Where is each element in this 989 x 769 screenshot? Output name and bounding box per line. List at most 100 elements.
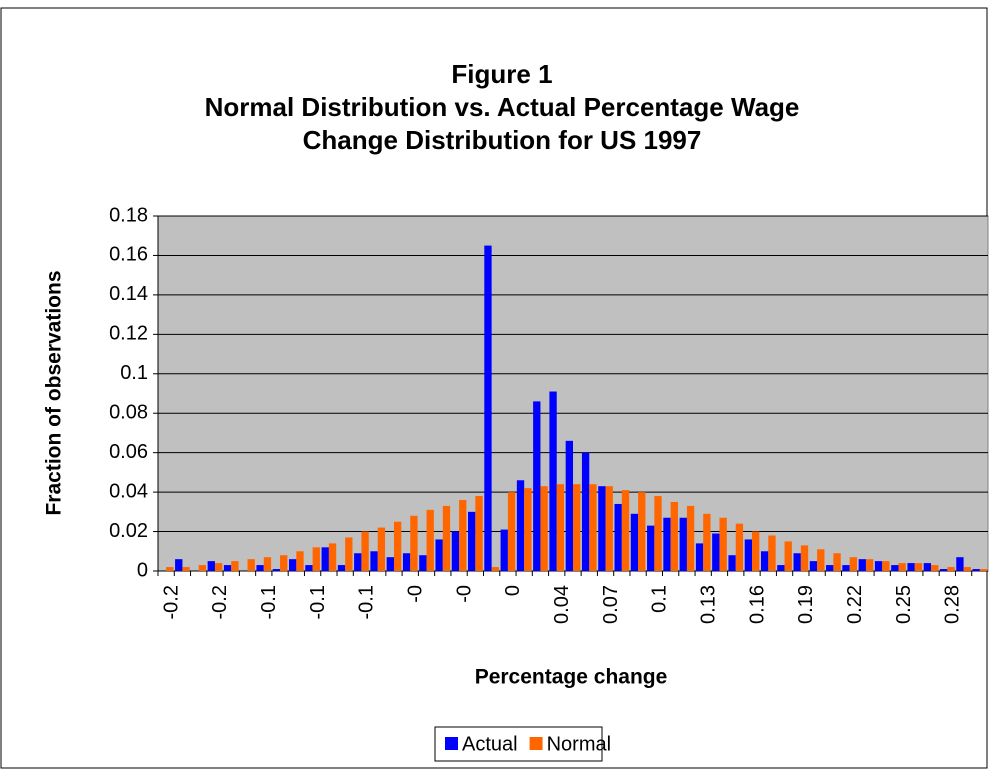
bar <box>198 565 207 571</box>
bar <box>858 559 866 571</box>
bar <box>760 551 769 571</box>
bar <box>849 557 857 571</box>
bar <box>459 500 467 571</box>
bar <box>907 563 915 571</box>
bar <box>598 486 606 571</box>
bar <box>223 565 232 571</box>
bar <box>638 492 646 571</box>
bar <box>442 505 451 571</box>
bar <box>621 490 630 571</box>
x-tick-label: 0.28 <box>942 585 964 624</box>
bar <box>923 563 932 571</box>
bar <box>361 531 369 571</box>
y-axis-title: Fraction of observations <box>43 270 66 515</box>
y-tick-label: 0.14 <box>109 283 148 305</box>
bar <box>882 561 890 571</box>
y-tick-label: 0.18 <box>109 204 148 226</box>
bar <box>377 527 386 571</box>
bar <box>589 484 597 571</box>
y-tick-label: 0.08 <box>109 402 148 424</box>
bar <box>817 549 825 571</box>
legend-box <box>434 726 603 762</box>
legend: Actual Normal <box>434 726 611 762</box>
bar <box>826 565 834 571</box>
bar <box>647 525 655 571</box>
bar <box>540 486 548 571</box>
bar <box>426 509 434 571</box>
bar <box>963 567 971 571</box>
bar <box>256 565 264 571</box>
bar <box>663 517 671 571</box>
bar <box>679 517 687 571</box>
bar <box>182 567 190 571</box>
bar <box>435 539 443 571</box>
chart-title: Figure 1 <box>451 59 552 89</box>
bar <box>719 517 727 571</box>
y-tick-label: 0.02 <box>109 520 148 542</box>
x-tick-label: 0.16 <box>746 585 768 624</box>
bar <box>272 569 281 571</box>
bar <box>842 565 850 571</box>
bar <box>744 539 753 571</box>
bar <box>768 535 776 571</box>
bar <box>533 401 541 571</box>
bar <box>573 484 581 571</box>
bar <box>630 513 639 571</box>
bar <box>468 511 476 571</box>
bar <box>833 553 841 571</box>
bar <box>296 551 304 571</box>
bar <box>345 537 353 571</box>
bar <box>263 557 272 571</box>
legend-label: Normal <box>547 733 611 755</box>
y-tick-label: 0.04 <box>109 480 148 502</box>
x-tick-label: 0.04 <box>551 585 573 624</box>
bar <box>321 547 329 571</box>
bar <box>289 559 297 571</box>
legend-swatch <box>529 737 543 750</box>
bar <box>207 561 215 571</box>
bar <box>712 533 720 571</box>
bar <box>874 561 883 571</box>
x-tick-label: 0.07 <box>600 585 622 624</box>
bar <box>419 555 427 571</box>
bar <box>524 488 532 571</box>
bar <box>565 440 573 571</box>
x-tick-label: -0 <box>453 585 475 603</box>
bar <box>891 565 899 571</box>
x-tick-label: -0.2 <box>160 585 182 619</box>
bar <box>956 557 964 571</box>
bar <box>280 555 288 571</box>
bar <box>370 551 378 571</box>
bar <box>507 492 516 571</box>
bar <box>809 561 818 571</box>
x-tick-label: -0.1 <box>258 585 280 619</box>
bar <box>305 565 313 571</box>
y-tick-label: 0 <box>137 559 148 581</box>
bar <box>491 567 499 571</box>
bar <box>451 531 460 571</box>
bar <box>979 569 988 571</box>
bar <box>386 557 394 571</box>
chart-title: Change Distribution for US 1997 <box>303 125 702 155</box>
x-tick-label: -0.1 <box>307 585 329 619</box>
x-tick-label: 0.19 <box>795 585 817 624</box>
bar <box>175 559 183 571</box>
x-tick-label: 0.22 <box>844 585 866 624</box>
bar <box>393 521 402 571</box>
x-tick-label: 0.25 <box>893 585 915 624</box>
x-tick-label: 0 <box>502 585 524 596</box>
bar <box>703 513 711 571</box>
bar <box>784 541 792 571</box>
bar <box>337 565 346 571</box>
bar <box>735 523 744 571</box>
bar <box>865 559 874 571</box>
legend-label: Actual <box>462 733 518 755</box>
bar <box>410 515 418 571</box>
x-tick-label: 0.1 <box>649 585 671 613</box>
bar <box>670 501 678 571</box>
x-tick-label: -0 <box>405 585 427 603</box>
bar <box>581 452 590 571</box>
bar <box>931 565 939 571</box>
bar <box>914 563 923 571</box>
